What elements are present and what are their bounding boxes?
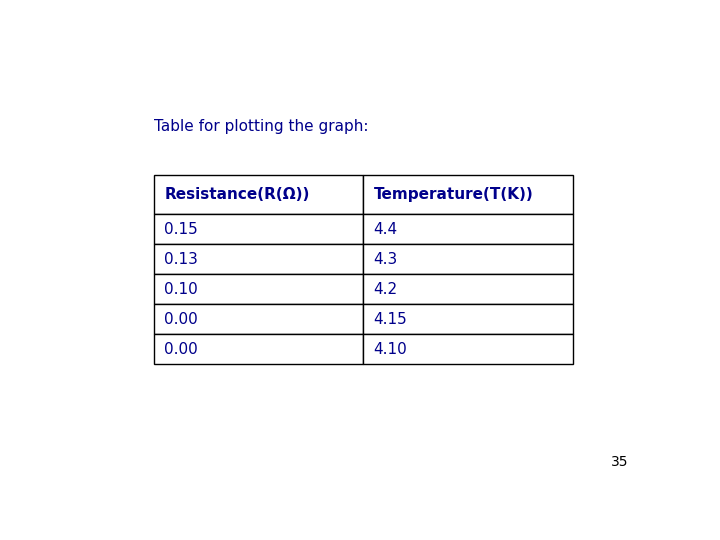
Text: 0.10: 0.10 (164, 282, 198, 297)
Bar (364, 334, 572, 364)
Text: 4.4: 4.4 (374, 222, 397, 237)
Text: 0.15: 0.15 (164, 222, 198, 237)
Text: Table for plotting the graph:: Table for plotting the graph: (154, 119, 369, 134)
Text: 0.13: 0.13 (164, 252, 198, 267)
Bar (364, 175, 572, 214)
Bar (154, 245, 364, 274)
Text: 4.2: 4.2 (374, 282, 397, 297)
Text: 0.00: 0.00 (164, 312, 198, 327)
Text: 4.3: 4.3 (374, 252, 397, 267)
Bar (364, 214, 572, 245)
Bar (154, 214, 364, 245)
Text: 35: 35 (611, 455, 629, 469)
Text: 0.00: 0.00 (164, 342, 198, 357)
Bar (364, 245, 572, 274)
Text: Resistance(R(Ω)): Resistance(R(Ω)) (164, 187, 310, 202)
Bar (154, 334, 364, 364)
Text: 4.10: 4.10 (374, 342, 408, 357)
Bar (364, 274, 572, 305)
Bar (154, 305, 364, 334)
Text: Temperature(T(K)): Temperature(T(K)) (374, 187, 534, 202)
Bar (364, 305, 572, 334)
Bar (154, 175, 364, 214)
Bar (154, 274, 364, 305)
Text: 4.15: 4.15 (374, 312, 408, 327)
